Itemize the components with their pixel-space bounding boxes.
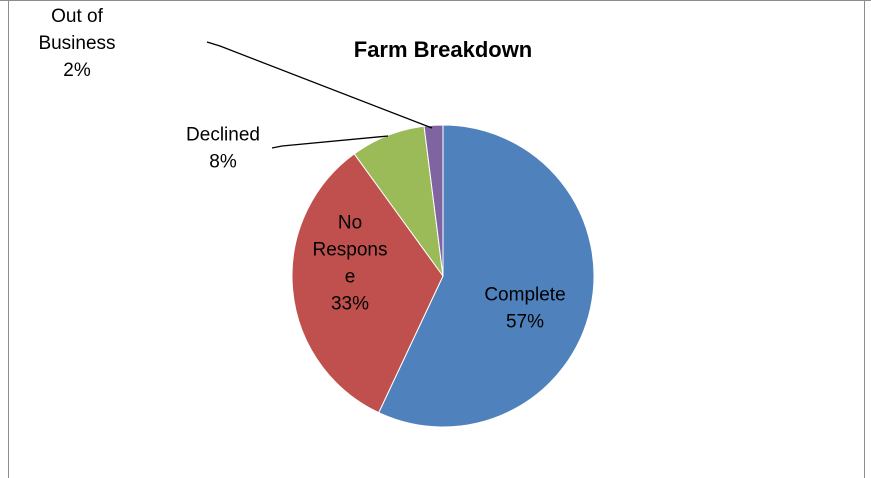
leader-line-out-of-business (206, 41, 433, 129)
leader-lines (206, 41, 433, 149)
pie-slices (291, 124, 595, 428)
pie-slice-complete (378, 124, 595, 428)
chart-title: Farm Breakdown (354, 37, 533, 62)
data-label-out-of-business: Out of Business 2% (38, 6, 115, 81)
data-labels: Complete 57% No Respons e 33% Declined 8% Out of… (38, 6, 565, 333)
data-label-complete: Complete 57% (484, 285, 565, 333)
data-label-declined: Declined 8% (186, 125, 260, 173)
data-label-no-response: No Respons e 33% (313, 213, 388, 315)
pie-slice-no-response (291, 153, 444, 414)
pie-slice-out-of-business (423, 124, 444, 277)
leader-line-declined (271, 135, 389, 149)
